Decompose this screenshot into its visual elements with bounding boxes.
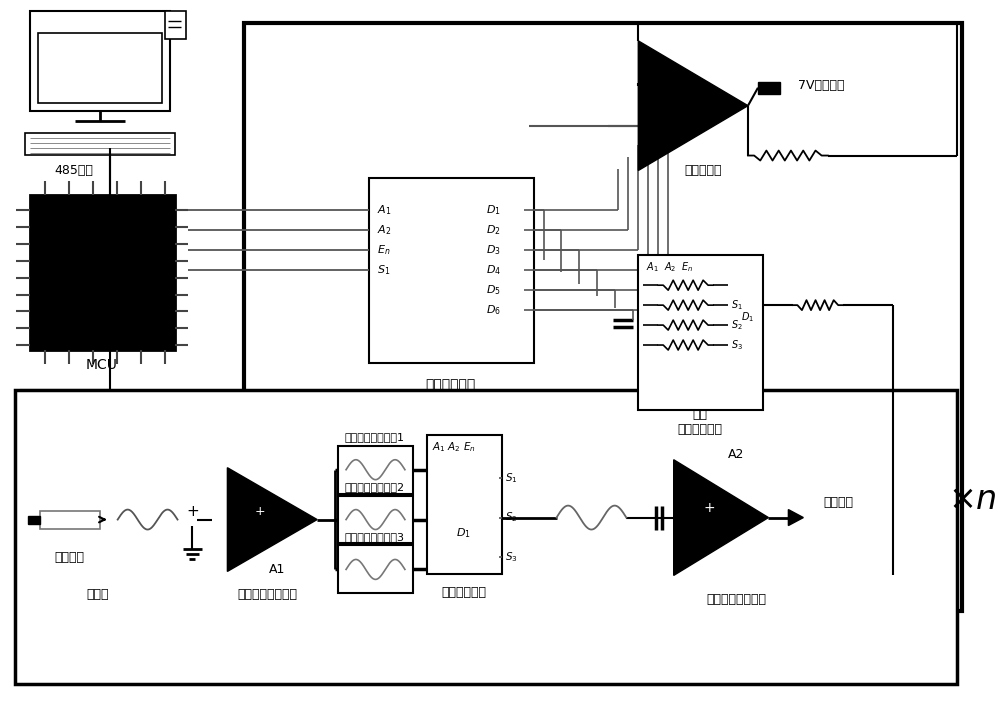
Text: 信号输出: 信号输出 [823, 496, 853, 509]
Text: $A_1$  $A_2$  $E_n$: $A_1$ $A_2$ $E_n$ [646, 261, 694, 274]
Text: 一级固定增益放大: 一级固定增益放大 [237, 588, 297, 601]
Text: $D_1$: $D_1$ [741, 310, 754, 324]
Text: 串行转并行器: 串行转并行器 [426, 378, 476, 392]
Text: 信号输入: 信号输入 [55, 551, 85, 564]
Text: $D_1$: $D_1$ [486, 203, 500, 217]
Bar [758, 81, 780, 94]
Text: 模拟开关芯片: 模拟开关芯片 [678, 423, 723, 436]
Bar [40, 511, 100, 528]
Bar [38, 33, 162, 103]
Polygon shape [28, 516, 40, 523]
Bar [427, 435, 502, 575]
Text: $D_6$: $D_6$ [486, 303, 501, 317]
Polygon shape [227, 468, 317, 571]
Text: 检波器: 检波器 [86, 588, 109, 601]
Text: $D_4$: $D_4$ [486, 263, 501, 277]
Polygon shape [788, 510, 803, 526]
Bar [30, 196, 175, 350]
Bar [338, 496, 413, 543]
Text: $D_2$: $D_2$ [486, 223, 500, 237]
Text: 无源低通三阶滤波1: 无源低通三阶滤波1 [345, 432, 405, 442]
Text: $A_2$: $A_2$ [377, 223, 391, 237]
Text: $S_1$: $S_1$ [377, 263, 390, 277]
Bar [15, 390, 957, 684]
Text: 485通信: 485通信 [55, 164, 94, 177]
Polygon shape [638, 41, 748, 171]
Text: 无源低通三阶滤波3: 无源低通三阶滤波3 [345, 531, 405, 541]
Text: 电压比较器: 电压比较器 [684, 164, 722, 177]
Polygon shape [674, 460, 768, 575]
Bar [244, 23, 962, 611]
Text: $D_5$: $D_5$ [486, 283, 501, 297]
Bar [638, 256, 763, 410]
Text: 模拟开关芯片: 模拟开关芯片 [441, 586, 486, 599]
Text: $A_1$: $A_1$ [377, 203, 391, 217]
Text: A2: A2 [728, 448, 744, 461]
Text: 电阻: 电阻 [693, 408, 708, 421]
Text: +: + [703, 501, 715, 515]
Bar [369, 178, 534, 363]
Text: +: + [255, 505, 266, 518]
Text: A1: A1 [269, 563, 285, 576]
Text: 7V基准电平: 7V基准电平 [798, 79, 844, 92]
Text: $S_3$: $S_3$ [505, 550, 517, 564]
Text: $S_1$: $S_1$ [731, 298, 743, 312]
Bar [30, 11, 170, 111]
Text: $S_3$: $S_3$ [731, 338, 743, 352]
Bar [338, 446, 413, 493]
Text: 二级可调增益放大: 二级可调增益放大 [706, 593, 766, 606]
Text: $S_1$: $S_1$ [505, 471, 517, 485]
Bar [25, 133, 175, 154]
Text: +: + [186, 504, 199, 519]
Text: $D_3$: $D_3$ [486, 243, 501, 257]
Text: MCU: MCU [86, 358, 118, 372]
Bar [165, 11, 186, 39]
Text: $S_2$: $S_2$ [731, 318, 743, 332]
Text: 无源低通三阶滤波2: 无源低通三阶滤波2 [345, 482, 405, 492]
Bar [338, 545, 413, 593]
Text: $E_n$: $E_n$ [377, 243, 390, 257]
Text: $A_1$ $A_2$ $E_n$: $A_1$ $A_2$ $E_n$ [432, 440, 476, 453]
Text: $S_2$: $S_2$ [505, 511, 517, 525]
Text: $\times n$: $\times n$ [948, 483, 997, 516]
Text: $D_1$: $D_1$ [456, 527, 471, 540]
